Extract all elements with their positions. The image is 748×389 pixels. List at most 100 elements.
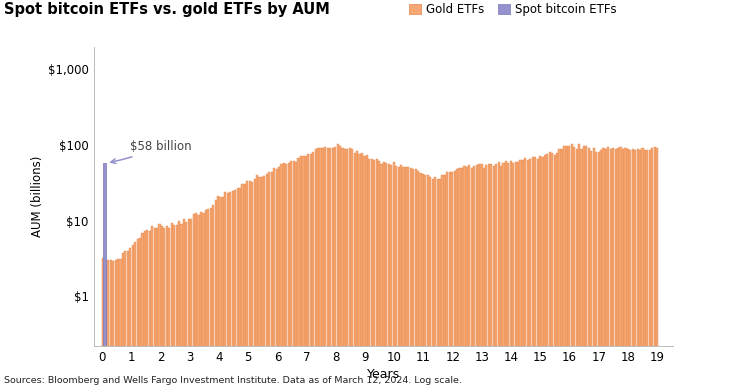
Bar xyxy=(227,193,229,389)
Bar xyxy=(144,231,146,389)
Bar xyxy=(505,161,507,389)
Bar xyxy=(161,226,163,389)
Bar xyxy=(420,173,422,389)
Bar xyxy=(393,163,395,389)
Bar xyxy=(180,224,183,389)
Bar xyxy=(149,231,151,389)
Bar xyxy=(186,222,188,389)
Bar xyxy=(451,172,453,389)
Bar xyxy=(325,147,326,389)
Bar xyxy=(295,162,297,389)
Bar xyxy=(310,154,312,389)
Bar xyxy=(573,147,575,389)
Bar xyxy=(397,167,399,389)
Bar xyxy=(256,175,258,389)
Bar xyxy=(483,168,485,389)
Bar xyxy=(341,148,343,389)
Bar xyxy=(559,149,561,389)
Bar xyxy=(132,245,134,389)
Bar xyxy=(356,151,358,389)
Bar xyxy=(554,155,556,389)
Bar xyxy=(444,175,446,389)
Bar xyxy=(344,149,346,389)
Bar xyxy=(625,148,627,389)
Bar xyxy=(122,253,124,389)
Bar xyxy=(500,166,502,389)
Bar xyxy=(456,169,459,389)
Bar xyxy=(339,146,341,389)
Bar xyxy=(497,162,500,389)
Bar xyxy=(417,171,419,389)
Bar xyxy=(429,177,432,389)
Bar xyxy=(556,153,558,389)
Bar xyxy=(490,164,492,389)
Bar xyxy=(129,248,132,389)
Bar xyxy=(312,152,314,389)
Bar xyxy=(329,147,331,389)
Bar xyxy=(217,196,219,389)
Bar xyxy=(534,157,536,389)
Bar xyxy=(441,175,444,389)
Bar xyxy=(580,149,583,389)
Bar xyxy=(395,166,397,389)
Bar xyxy=(619,147,622,389)
Bar xyxy=(646,150,649,389)
Bar xyxy=(434,177,436,389)
Bar xyxy=(592,148,595,389)
Bar xyxy=(536,159,539,389)
Bar xyxy=(168,228,171,389)
Bar xyxy=(652,149,653,389)
Bar xyxy=(390,165,393,389)
Bar xyxy=(159,224,161,389)
Bar xyxy=(463,166,465,389)
Bar xyxy=(610,149,612,389)
Bar xyxy=(327,148,329,389)
Bar xyxy=(639,150,641,389)
Bar xyxy=(634,150,637,389)
Bar xyxy=(519,160,521,389)
Bar xyxy=(358,154,361,389)
Bar xyxy=(322,148,324,389)
Bar xyxy=(351,149,353,389)
Bar xyxy=(512,163,515,389)
Bar xyxy=(563,146,565,389)
Bar xyxy=(517,162,519,389)
Bar xyxy=(385,163,387,389)
Bar xyxy=(183,219,185,389)
Bar xyxy=(410,168,412,389)
Bar xyxy=(493,166,494,389)
Bar xyxy=(171,223,173,389)
Bar xyxy=(305,156,307,389)
Bar xyxy=(495,164,497,389)
Text: $58 billion: $58 billion xyxy=(111,140,191,163)
Bar xyxy=(261,177,263,389)
Bar xyxy=(654,147,656,389)
Bar xyxy=(173,225,175,389)
Bar xyxy=(288,163,290,389)
Bar xyxy=(114,260,117,389)
Bar xyxy=(631,149,634,389)
Bar xyxy=(266,175,268,389)
Text: Sources: Bloomberg and Wells Fargo Investment Institute. Data as of March 12, 20: Sources: Bloomberg and Wells Fargo Inves… xyxy=(4,376,462,385)
Bar xyxy=(151,226,153,389)
Bar xyxy=(278,167,280,389)
Bar xyxy=(273,168,275,389)
Bar xyxy=(422,174,424,389)
Bar xyxy=(197,215,200,389)
Bar xyxy=(163,228,165,389)
Bar xyxy=(166,226,168,389)
Bar xyxy=(459,168,461,389)
Bar xyxy=(485,165,488,389)
Bar xyxy=(319,148,322,389)
Bar xyxy=(317,148,319,389)
Y-axis label: AUM (billions): AUM (billions) xyxy=(31,156,43,237)
Bar xyxy=(205,210,207,389)
Bar xyxy=(124,251,126,389)
Bar xyxy=(565,146,568,389)
Bar xyxy=(400,165,402,389)
Bar xyxy=(375,159,378,389)
Bar xyxy=(112,261,114,389)
Bar xyxy=(473,166,475,389)
Bar xyxy=(176,224,178,389)
Bar xyxy=(232,191,234,389)
